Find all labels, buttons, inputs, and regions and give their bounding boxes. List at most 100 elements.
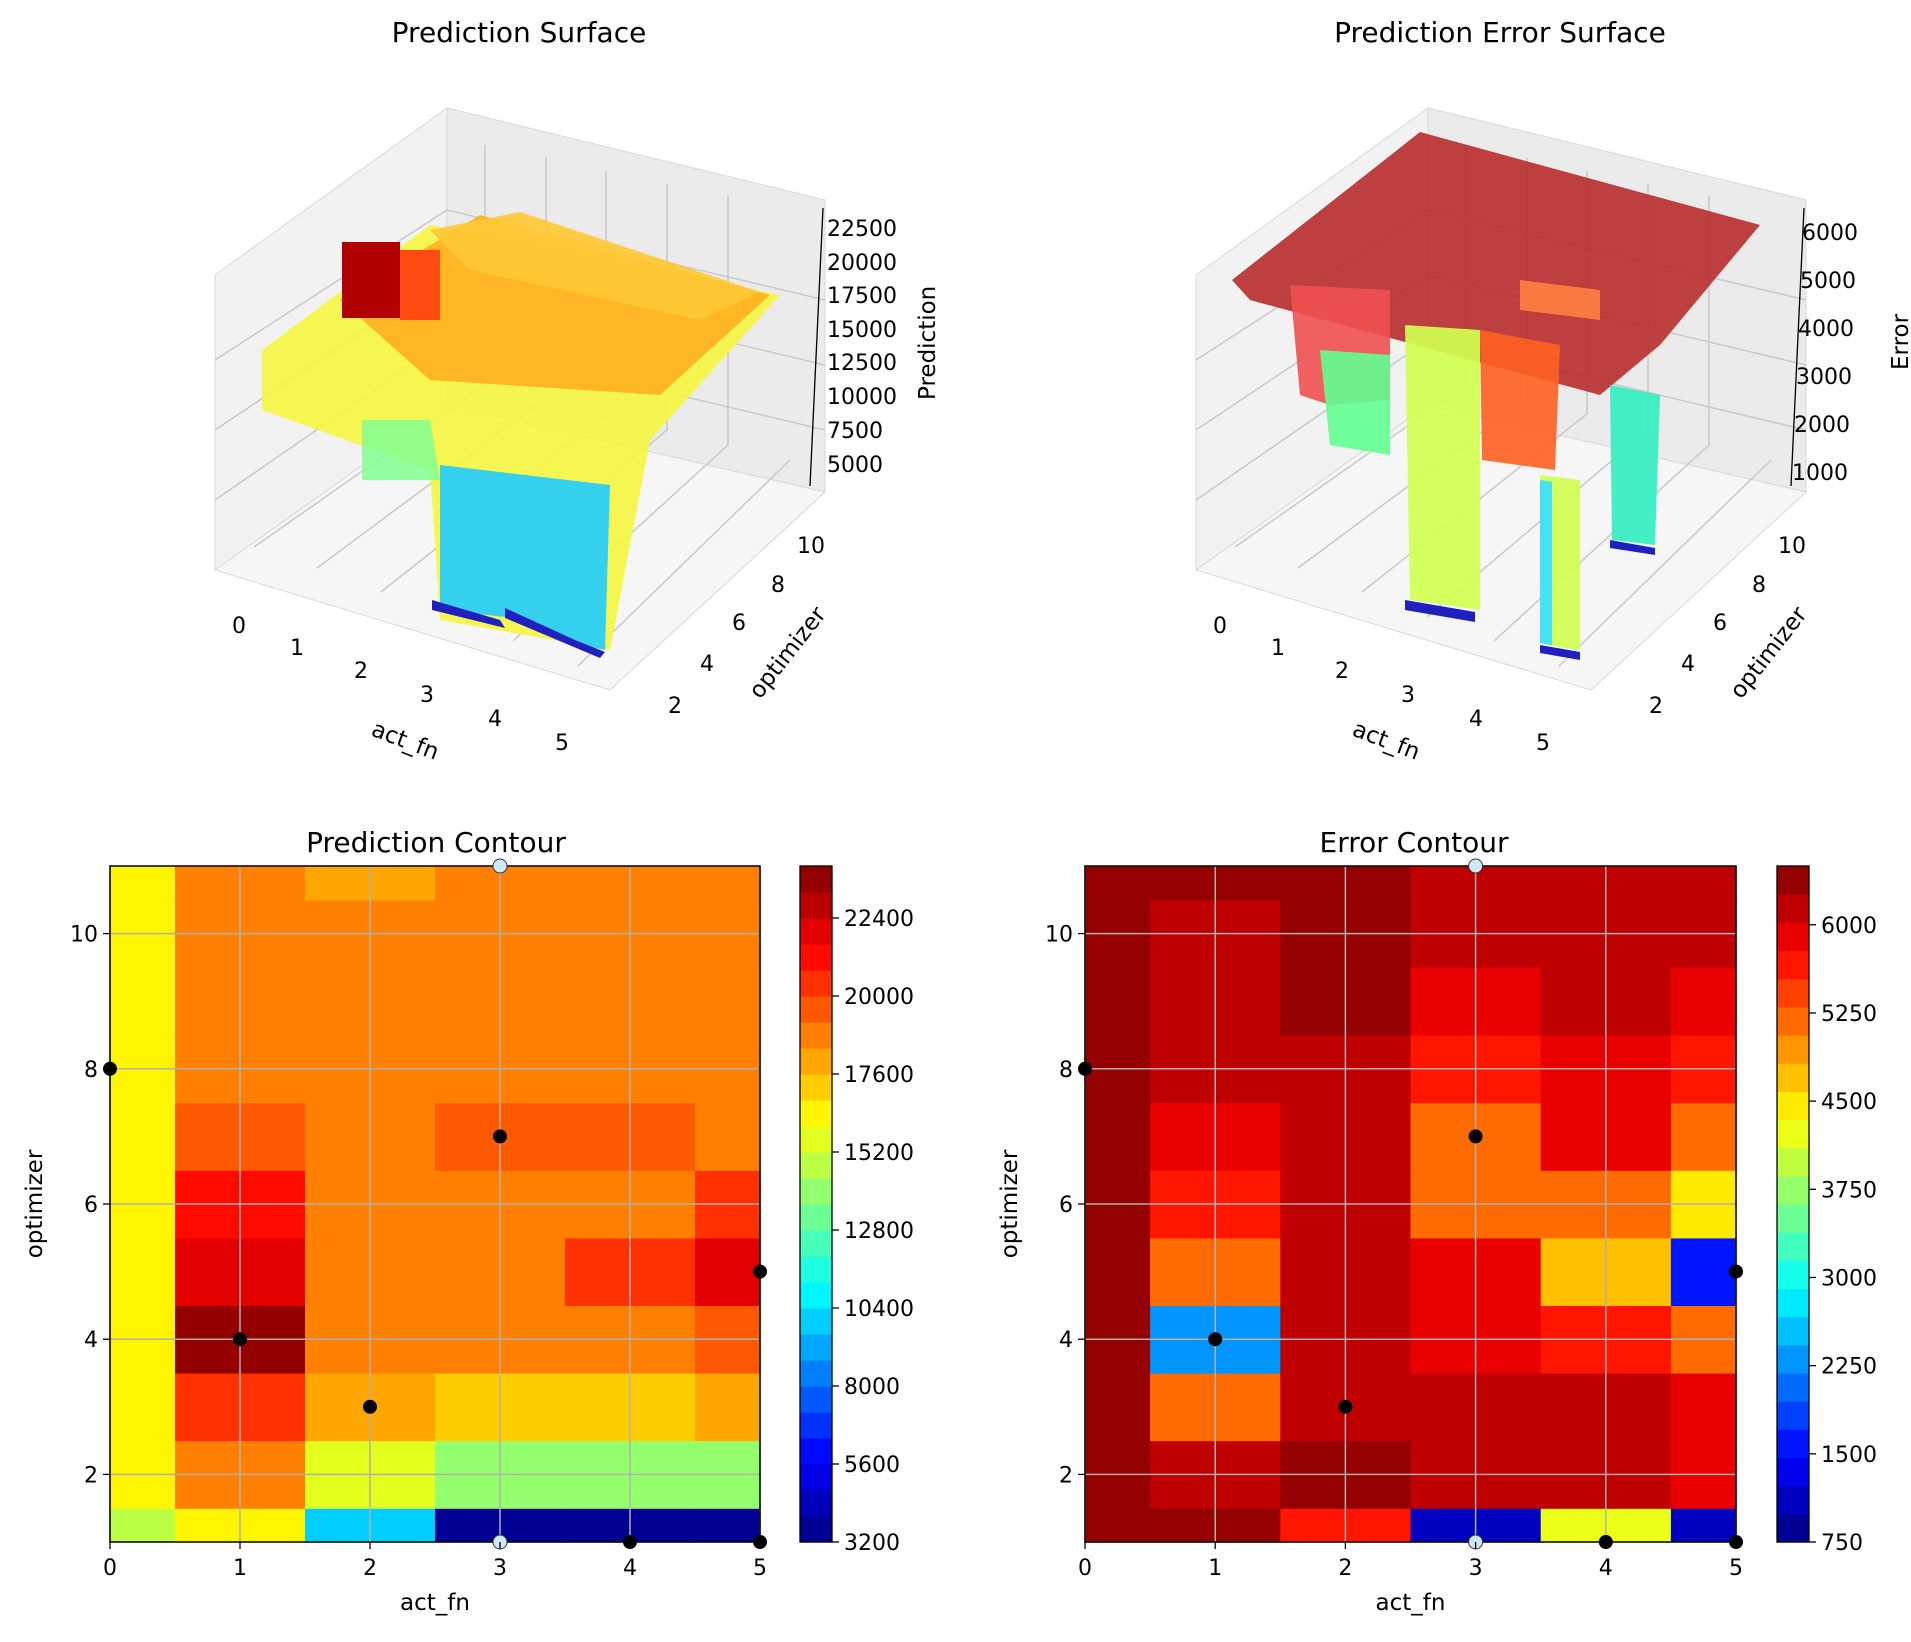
svg-text:1: 1: [290, 636, 304, 661]
x-axis-label: act_fn: [1349, 716, 1424, 765]
svg-text:5000: 5000: [1800, 269, 1856, 294]
svg-text:3: 3: [420, 683, 434, 708]
z-axis-label: Prediction: [915, 286, 941, 400]
colorbar-segment: [1777, 1204, 1809, 1233]
svg-text:20000: 20000: [827, 251, 897, 276]
colorbar: 3200 5600 8000 10400 12800 15200 17600 20000 224…: [799, 865, 914, 1556]
x-tick-label: 5: [753, 1556, 767, 1581]
colorbar-tick-label: 3750: [1821, 1178, 1877, 1203]
colorbar-tick-label: 5600: [844, 1453, 900, 1478]
surface-cyan-well: [440, 465, 610, 650]
colorbar-segment: [1777, 1260, 1809, 1290]
z-axis-line: [809, 207, 824, 487]
heatmap-cell: [1085, 1237, 1151, 1306]
heatmap-cell: [1085, 866, 1151, 901]
svg-text:4: 4: [488, 707, 502, 732]
error-contour-axes: 0 1 2 3 4 5 2 4 6 8 10 act_fn optimizer 750 1500 2250 30…: [997, 858, 1877, 1616]
error-orange-wall: [1480, 330, 1560, 470]
colorbar-segment: [1777, 950, 1809, 980]
colorbar-tick-label: 6000: [1821, 914, 1877, 939]
svg-text:8: 8: [1752, 573, 1766, 598]
heatmap-cell: [1670, 1508, 1737, 1543]
svg-text:2: 2: [1335, 659, 1349, 684]
surface-well-floor-1: [432, 600, 505, 628]
heatmap-cell: [110, 1508, 176, 1543]
svg-text:1000: 1000: [1792, 461, 1848, 486]
colorbar-segment: [800, 1334, 832, 1361]
colorbar-segment: [800, 1048, 832, 1075]
sample-point: [1729, 1264, 1743, 1279]
x-ticks: 0 1 2 3 4 5: [1213, 614, 1550, 756]
sample-point: [1468, 1129, 1483, 1144]
title-surface-error: Prediction Error Surface: [1334, 16, 1666, 49]
heatmap-cell: [695, 1102, 761, 1171]
x-tick-label: 5: [1729, 1556, 1743, 1581]
colorbar-segment: [1777, 978, 1809, 1008]
heatmap-cell: [695, 1237, 761, 1306]
colorbar-segment: [800, 1074, 832, 1101]
x-tick-label: 4: [623, 1556, 637, 1581]
colorbar-tick-label: 20000: [844, 985, 914, 1010]
colorbar-tick-label: 3000: [1821, 1266, 1877, 1291]
svg-text:10: 10: [1778, 534, 1806, 559]
surface-top-orange: [340, 215, 770, 395]
heatmap-cell: [695, 967, 761, 1036]
heatmap-cell: [1085, 1508, 1151, 1543]
heatmap-cell: [1085, 967, 1151, 1036]
y-tick-label: 10: [1045, 923, 1073, 948]
z-ticks: 5000 7500 10000 12500 15000 17500 20000 …: [827, 217, 897, 478]
y-tick-label: 6: [1059, 1193, 1073, 1218]
colorbar-segment: [800, 1230, 832, 1257]
svg-text:2000: 2000: [1794, 413, 1850, 438]
svg-text:5: 5: [555, 731, 569, 756]
colorbar-segment: [800, 970, 832, 997]
svg-text:10000: 10000: [827, 385, 897, 410]
x-tick-label: 1: [1208, 1556, 1222, 1581]
colorbar-segment: [1777, 1485, 1809, 1515]
colorbar-tick-label: 12800: [844, 1219, 914, 1244]
colorbar-segment: [800, 892, 832, 919]
colorbar-segment: [1777, 1344, 1809, 1374]
colorbar-tick-label: 750: [1821, 1531, 1863, 1556]
surface-top-amber: [430, 212, 760, 320]
colorbar-tick-label: 10400: [844, 1297, 914, 1322]
svg-text:10: 10: [797, 534, 825, 559]
colorbar-segment: [1777, 1035, 1809, 1064]
colorbar-tick-label: 3200: [844, 1531, 900, 1556]
svg-text:4: 4: [1469, 707, 1483, 732]
y-tick-label: 4: [1059, 1328, 1073, 1353]
svg-text:15000: 15000: [827, 318, 897, 343]
colorbar-tick-label: 8000: [844, 1375, 900, 1400]
y-ticks: 2 4 6 8 10: [668, 534, 825, 719]
colorbar-tick-label: 15200: [844, 1141, 914, 1166]
colorbar-tick-label: 4500: [1821, 1090, 1877, 1115]
colorbar-segment: [1777, 866, 1809, 895]
colorbar-segment: [1777, 1288, 1809, 1318]
svg-text:22500: 22500: [827, 217, 897, 242]
y-axis-label: optimizer: [997, 1149, 1023, 1258]
colorbar-segment: [1777, 922, 1809, 952]
svg-text:6000: 6000: [1802, 221, 1858, 246]
colorbar-tick-label: 5250: [1821, 1002, 1877, 1027]
colorbar-segment: [800, 1490, 832, 1517]
colorbar-segment: [800, 1516, 832, 1543]
heatmap-cell: [1670, 1237, 1737, 1306]
svg-text:5: 5: [1536, 731, 1550, 756]
colorbar-segment: [1777, 1401, 1809, 1430]
heatmap-cell: [110, 967, 176, 1036]
z-ticks: 1000 2000 3000 4000 5000 6000: [1792, 221, 1858, 486]
heatmap-cell: [110, 1237, 176, 1306]
colorbar-segment: [800, 1308, 832, 1335]
colorbar-segment: [1777, 1232, 1809, 1261]
x-tick-label: 0: [103, 1556, 117, 1581]
sample-point: [363, 1399, 377, 1414]
svg-text:5000: 5000: [827, 453, 883, 478]
sample-point: [1338, 1399, 1353, 1414]
colorbar-segment: [1777, 1006, 1809, 1036]
colorbar-tick-label: 17600: [844, 1063, 914, 1088]
title-contour-prediction: Prediction Contour: [306, 826, 566, 859]
colorbar-segment: [1777, 1091, 1809, 1121]
svg-text:4: 4: [1681, 652, 1695, 677]
z-axis-label: Error: [1888, 313, 1911, 370]
colorbar-segment: [800, 944, 832, 971]
